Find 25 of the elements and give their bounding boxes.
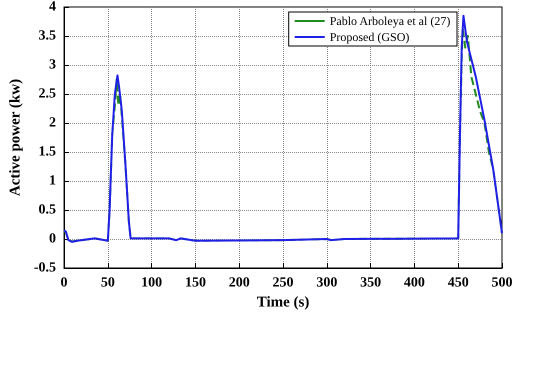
x-axis-title: Time (s) — [256, 294, 310, 310]
y-tick-label: 4 — [49, 0, 56, 14]
x-tick-label: 200 — [228, 276, 250, 290]
x-tick-label: 450 — [448, 276, 469, 290]
x-tick-label: 150 — [184, 276, 206, 290]
y-axis-title: Active power (kw) — [8, 78, 24, 196]
x-tick-label: 50 — [100, 276, 115, 290]
y-tick-label: 1.5 — [38, 144, 56, 160]
y-tick-label: 3.5 — [38, 28, 56, 44]
y-tick-label: 1 — [49, 174, 56, 188]
y-tick-label: 2.5 — [38, 86, 56, 102]
legend-label: Pablo Arboleya et al (27) — [330, 14, 450, 28]
y-tick-label: 2 — [49, 116, 56, 130]
y-tick-label: 0.5 — [38, 202, 56, 218]
x-tick-label: 0 — [60, 276, 68, 290]
y-tick-label: 0 — [49, 232, 56, 246]
x-tick-label: 300 — [316, 276, 338, 290]
x-tick-label: 400 — [404, 276, 425, 290]
x-tick-label: 350 — [360, 276, 382, 290]
x-tick-label: 250 — [272, 276, 294, 290]
x-tick-label: 100 — [141, 276, 162, 290]
y-tick-label: -0.5 — [34, 260, 56, 276]
x-tick-label: 500 — [492, 276, 512, 290]
legend-label: Proposed (GSO) — [330, 30, 410, 44]
y-tick-label: 3 — [49, 58, 56, 72]
